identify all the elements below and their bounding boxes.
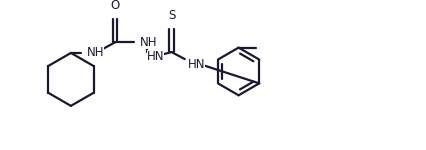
Text: O: O (110, 0, 120, 12)
Text: NH: NH (140, 36, 157, 49)
Text: NH: NH (87, 46, 104, 59)
Text: HN: HN (187, 58, 205, 71)
Text: S: S (168, 9, 175, 22)
Text: HN: HN (147, 50, 164, 63)
